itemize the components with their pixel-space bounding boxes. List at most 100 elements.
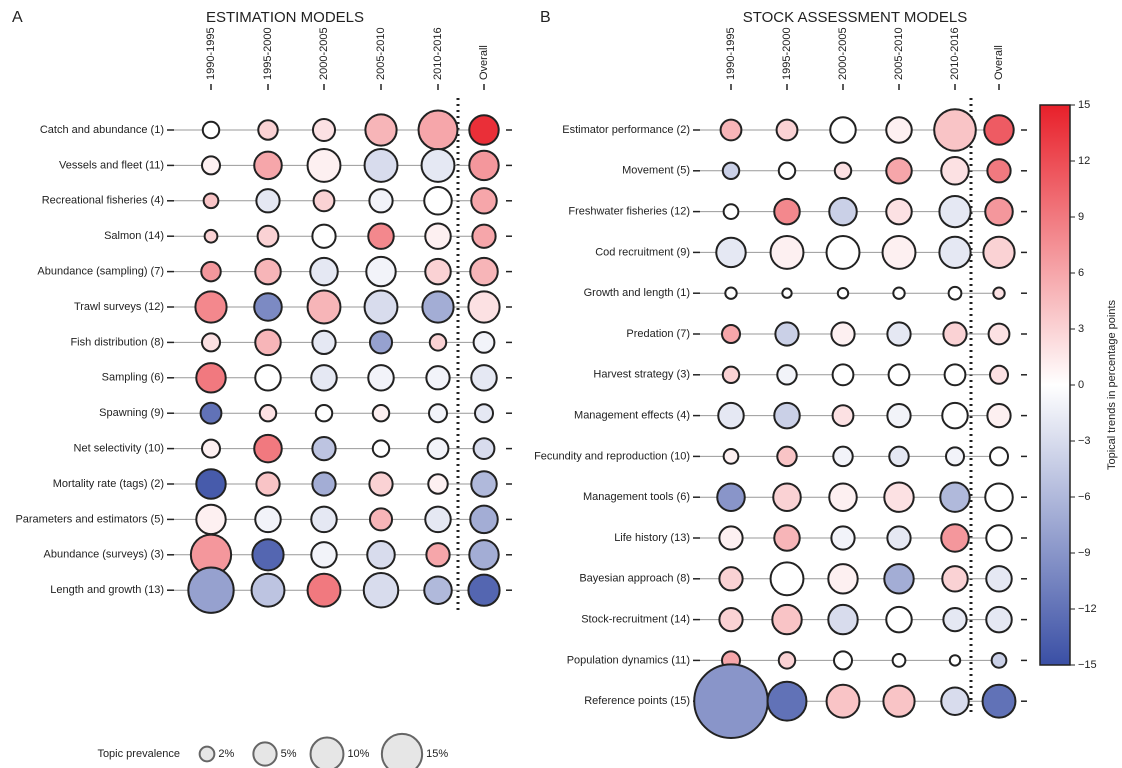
bubble — [985, 565, 1013, 593]
bubble — [772, 482, 802, 512]
bubble — [306, 289, 342, 325]
bubble — [255, 471, 281, 497]
bubble — [886, 525, 912, 551]
colorbar — [1039, 104, 1071, 666]
bubble — [827, 563, 859, 595]
bubble — [425, 542, 451, 568]
bubble — [885, 605, 913, 634]
bubble — [428, 333, 448, 352]
bubble — [940, 686, 970, 716]
bubble — [766, 680, 808, 722]
bubble — [883, 563, 915, 595]
bubble — [942, 606, 968, 633]
colorbar-tick-label: 15 — [1078, 99, 1090, 111]
colorbar-tick-label: 3 — [1078, 323, 1084, 335]
column-label: 2005-2010 — [375, 27, 387, 80]
column-label: Overall — [993, 45, 1005, 80]
row-label: Net selectivity (10) — [74, 443, 164, 455]
bubble — [306, 147, 342, 183]
bubble — [427, 403, 449, 424]
row-label: Abundance (sampling) (7) — [37, 266, 164, 278]
column-label: 1995-2000 — [262, 27, 274, 80]
bubble — [771, 603, 803, 636]
bubble — [427, 473, 449, 495]
bubble — [718, 525, 744, 551]
bubble — [773, 524, 801, 552]
bubble — [253, 292, 283, 322]
row-label: Bayesian approach (8) — [579, 573, 690, 585]
bubble — [769, 234, 805, 270]
legend-bubble — [252, 741, 278, 767]
bubble — [938, 195, 972, 229]
row-label: Vessels and fleet (11) — [59, 159, 164, 171]
bubble — [310, 364, 338, 392]
bubble — [830, 321, 856, 347]
bubble — [311, 471, 337, 497]
bubble — [717, 401, 745, 430]
bubble — [362, 571, 400, 609]
bubble — [306, 572, 342, 608]
bubble — [423, 575, 453, 605]
row-label: Catch and abundance (1) — [40, 124, 164, 136]
bubble — [776, 364, 798, 386]
bubble — [716, 482, 746, 512]
row-label: Mortality rate (tags) (2) — [53, 478, 164, 490]
bubble — [825, 234, 861, 270]
bubble — [781, 287, 793, 299]
bubble — [200, 155, 222, 176]
bubble — [314, 403, 334, 423]
bubble — [833, 161, 853, 181]
bubble — [992, 286, 1006, 300]
bubble — [983, 114, 1015, 146]
bubble — [200, 332, 222, 353]
bubble — [425, 365, 451, 391]
bubble — [253, 433, 283, 464]
colorbar-tick-label: 0 — [1078, 379, 1084, 391]
bubble — [832, 650, 854, 671]
colorbar-tick-label: −15 — [1078, 659, 1097, 671]
bubble — [720, 323, 742, 345]
bubble — [885, 116, 913, 144]
bubble — [718, 606, 744, 633]
bubble — [195, 362, 227, 394]
legend-label: 15% — [426, 748, 448, 760]
bubble — [693, 663, 769, 739]
bubble — [886, 321, 912, 347]
bubble — [885, 197, 913, 226]
bubble — [470, 364, 498, 392]
row-label: Population dynamics (11) — [567, 654, 690, 666]
row-label: Management effects (4) — [574, 410, 690, 422]
bubble — [827, 603, 859, 636]
bubble — [943, 363, 967, 387]
bubble — [468, 114, 500, 146]
bubble — [933, 108, 977, 152]
bubble — [769, 561, 805, 597]
bubble — [467, 573, 501, 607]
bubble — [312, 189, 336, 213]
row-label: Cod recruitment (9) — [595, 246, 690, 258]
bubble — [470, 187, 498, 215]
column-label: 1990-1995 — [725, 27, 737, 80]
bubble — [469, 504, 499, 535]
colorbar-tick-label: 12 — [1078, 155, 1090, 167]
legend-label: 2% — [218, 748, 234, 760]
bubble — [940, 156, 970, 186]
bubble — [421, 290, 455, 324]
bubble — [944, 446, 966, 467]
bubble — [424, 257, 452, 286]
bubble — [251, 538, 285, 572]
bubble — [467, 290, 501, 324]
bubble — [948, 654, 962, 667]
bubble — [883, 481, 915, 513]
row-label: Salmon (14) — [104, 230, 164, 242]
bubble — [250, 572, 286, 608]
colorbar-tick-label: −12 — [1078, 603, 1097, 615]
bubble — [719, 118, 743, 142]
bubble — [473, 403, 495, 424]
bubble — [469, 256, 499, 287]
bubble — [310, 505, 338, 534]
bubble — [468, 539, 500, 571]
bubble — [982, 235, 1016, 269]
bubble — [470, 470, 498, 498]
bubble — [722, 448, 740, 465]
